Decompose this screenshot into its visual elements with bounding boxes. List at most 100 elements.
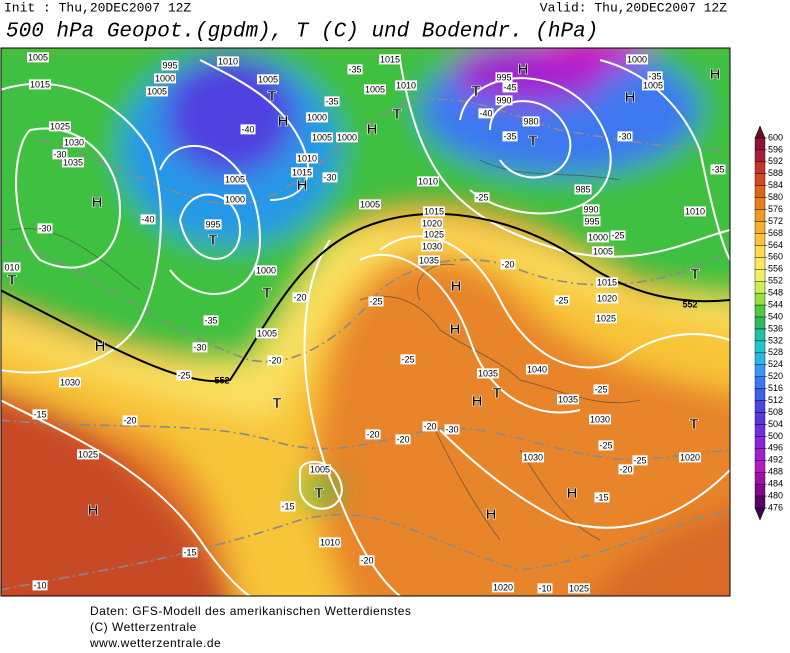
- coastline: [359, 263, 641, 541]
- isobar-label: 1005: [365, 84, 385, 94]
- isobar-label: 1000: [256, 265, 276, 275]
- isobar-label-box: [683, 206, 707, 217]
- isobar-label-box: [62, 137, 86, 148]
- warm-zone: [591, 509, 730, 596]
- isobar-label: 1000: [337, 132, 357, 142]
- temperature-label: -35: [325, 96, 338, 106]
- colorbar-band: [754, 245, 766, 258]
- isobar-label-box: [26, 52, 50, 63]
- pressure-center: H: [518, 61, 529, 78]
- colorbar-label: 484: [768, 479, 783, 489]
- colorbar-band: [754, 448, 766, 461]
- temperature-label: -20: [619, 464, 632, 474]
- isobar-label-box: [422, 229, 446, 240]
- isobar-label: 1030: [64, 137, 84, 147]
- isobar: [1, 399, 251, 596]
- isobar-label-box: [61, 157, 85, 168]
- temperature-label-box: [368, 296, 384, 307]
- isobar: [439, 429, 730, 529]
- pressure-center: H: [367, 121, 378, 138]
- isobar-label-box: [223, 174, 247, 185]
- isobar-label-box: [76, 449, 100, 460]
- colorbar-label: 504: [768, 419, 783, 429]
- isobar-label-box: [153, 73, 177, 84]
- temperature-label: -35: [711, 164, 724, 174]
- isobar-label-box: [594, 313, 618, 324]
- colorbar-label: 528: [768, 347, 783, 357]
- temperature-label: -25: [555, 295, 568, 305]
- temperature-label-box: [52, 149, 68, 160]
- isobar-label-box: [3, 262, 21, 273]
- temperature-label-box: [400, 354, 416, 365]
- temperature-label: -20: [366, 429, 379, 439]
- isobar-label-box: [574, 184, 592, 195]
- temperature-label-box: [632, 455, 648, 466]
- isobar-label-box: [254, 265, 278, 276]
- isobar: [399, 59, 730, 258]
- cold-zone: [297, 476, 341, 508]
- isobar: [15, 127, 122, 269]
- isobar-label: 1035: [419, 255, 439, 265]
- pressure-center: T: [492, 385, 501, 402]
- coastline: [9, 159, 621, 291]
- pressure-center: T: [689, 416, 698, 433]
- colorbar-band: [754, 376, 766, 389]
- isobar-label-box: [583, 216, 601, 227]
- temperature-label-box: [347, 64, 363, 75]
- temperature-label: -30: [445, 424, 458, 434]
- temperature-label-box: [647, 71, 663, 82]
- temperature-label: -30: [323, 172, 336, 182]
- isobar-label: 1010: [297, 153, 317, 163]
- coastlines: [9, 159, 641, 541]
- colorbar-label: 492: [768, 455, 783, 465]
- temperature-label-box: [140, 214, 156, 225]
- colorbar-label: 548: [768, 288, 783, 298]
- pressure-center: H: [278, 113, 289, 130]
- isobar-label: 1005: [593, 246, 613, 256]
- pressure-center: H: [625, 89, 636, 106]
- isobar-label: 1015: [597, 277, 617, 287]
- temperature-label-box: [502, 82, 518, 93]
- colorbar-label: 520: [768, 371, 783, 381]
- colorbar-label: 592: [768, 156, 783, 166]
- temperature-label-box: [422, 421, 438, 432]
- pressure-center: H: [472, 393, 483, 410]
- isobar-label-box: [678, 452, 702, 463]
- map-labels: 1005 995 1000 1005 1015 1005 1010 1025 1030 1035 1…: [3, 52, 726, 594]
- colorbar-label: 516: [768, 383, 783, 393]
- temperature-label: -35: [503, 131, 516, 141]
- colorbar-label: 552: [768, 276, 783, 286]
- isobar-label: 1005: [225, 174, 245, 184]
- isobar-label: 995: [496, 72, 511, 82]
- temperature-label: -10: [33, 580, 46, 590]
- isobar-label: 1010: [418, 176, 438, 186]
- isobar-label-box: [522, 116, 540, 127]
- isobar-label: 1015: [424, 206, 444, 216]
- colorbar-label: 488: [768, 467, 783, 477]
- pressure-center: H: [567, 485, 578, 502]
- colorbar-label: 536: [768, 323, 783, 333]
- colorbar-band: [754, 209, 766, 222]
- pressure-center: H: [92, 194, 103, 211]
- colorbar-band: [754, 233, 766, 246]
- colorbar-band: [754, 436, 766, 449]
- isobar-label-box: [420, 241, 444, 252]
- temperature-label: -30: [618, 131, 631, 141]
- isobar-label-box: [145, 86, 169, 97]
- isobar-label-box: [58, 377, 82, 388]
- pressure-center: H: [450, 321, 461, 338]
- temperature-label-box: [267, 355, 283, 366]
- temperature-label-box: [203, 315, 219, 326]
- warm-zone: [1, 390, 232, 596]
- temperature-label-box: [37, 223, 53, 234]
- isobar: [179, 193, 242, 260]
- isobar-label-box: [595, 277, 619, 288]
- isobar-label-box: [290, 167, 314, 178]
- isobar-label-box: [28, 79, 52, 90]
- temperature-label-box: [395, 434, 411, 445]
- colorbar-label: 568: [768, 228, 783, 238]
- pressure-center: H: [297, 177, 308, 194]
- colorbar-band: [754, 137, 766, 151]
- colorbar-band: [754, 424, 766, 437]
